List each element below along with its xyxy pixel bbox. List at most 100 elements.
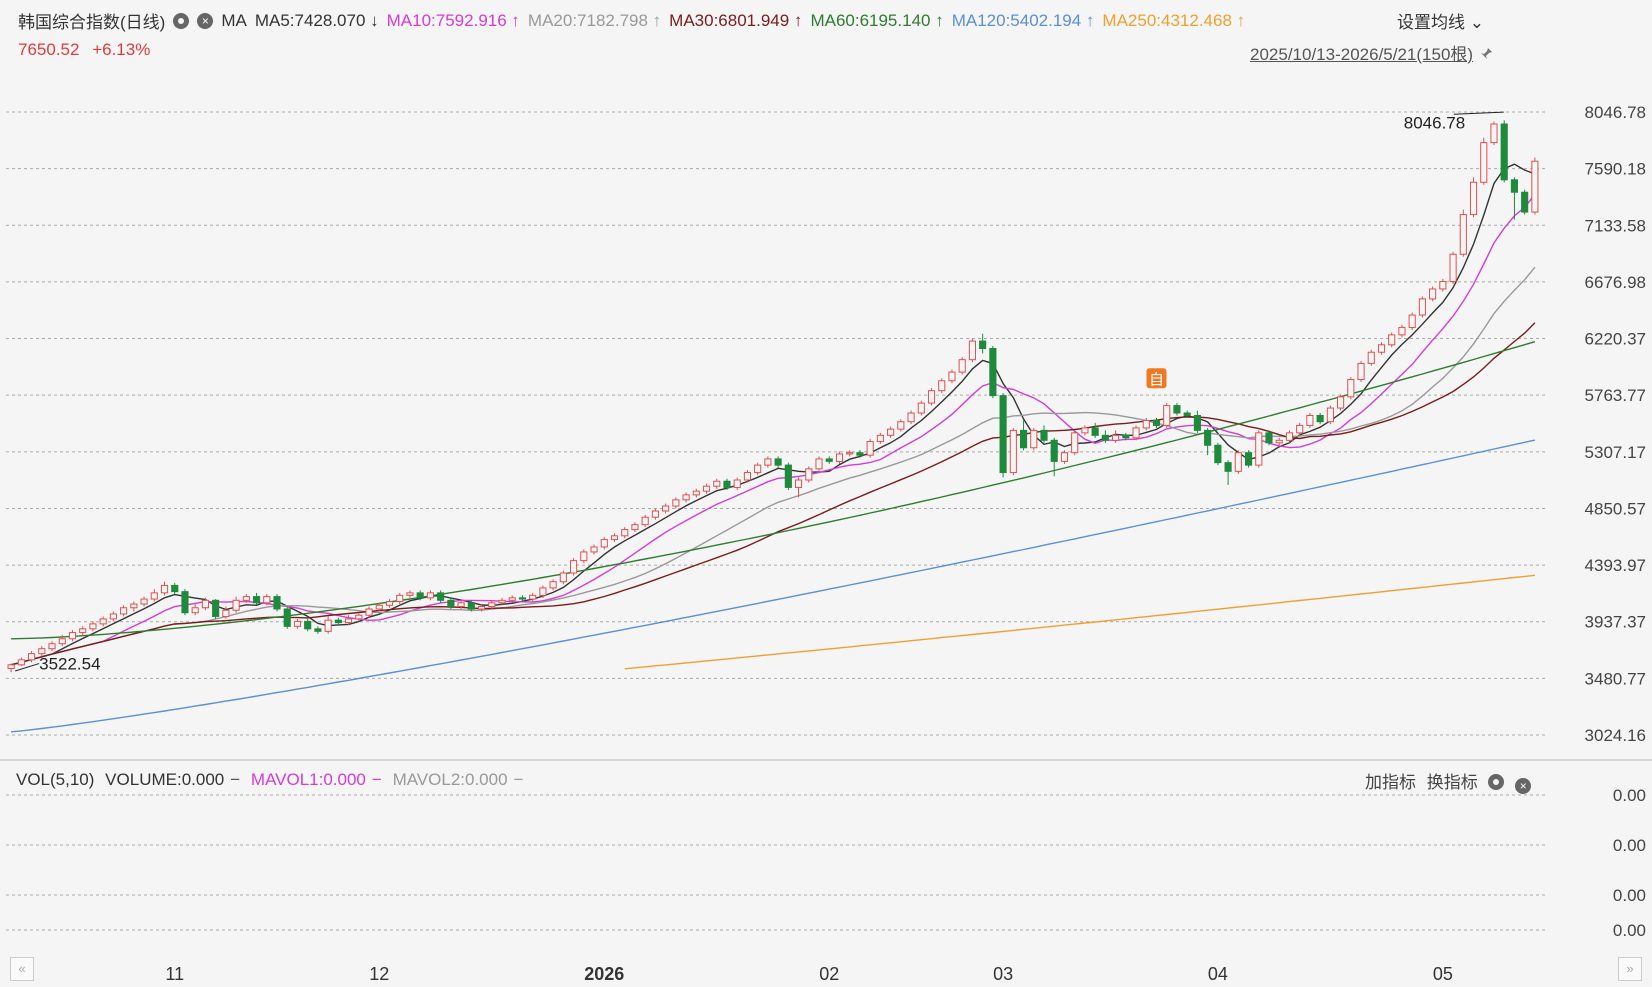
candle-body <box>1152 419 1161 426</box>
y-tick-label: 5763.77 <box>1585 386 1646 405</box>
mavol1-value: MAVOL1:0.000 <box>250 770 366 789</box>
gear-icon[interactable] <box>173 12 190 29</box>
ma-item-6: MA250:4312.468 ↑ <box>1102 10 1246 30</box>
candle-body <box>1244 452 1253 466</box>
candle-body <box>733 479 741 488</box>
candle-body <box>539 587 547 596</box>
gear-icon[interactable] <box>1488 774 1505 790</box>
candle-body <box>212 599 220 617</box>
volume-header: VOL(5,10) VOLUME:0.000− MAVOL1:0.000− MA… <box>16 770 529 790</box>
close-icon[interactable]: × <box>1515 778 1532 794</box>
candle-body <box>743 472 752 481</box>
candle-body <box>1019 429 1028 449</box>
ma-item-1: MA10:7592.916 ↑ <box>386 10 520 30</box>
candle-body <box>477 606 486 610</box>
candle-body <box>999 395 1007 474</box>
vol-tick-label: 0.00 <box>1613 886 1646 905</box>
candle-body <box>1214 444 1222 464</box>
candle-body <box>283 608 291 627</box>
candle-body <box>396 594 404 603</box>
candle-body <box>1408 314 1416 328</box>
close-icon[interactable]: × <box>197 12 214 29</box>
candle-body <box>702 485 711 492</box>
volume-title: VOL(5,10) <box>16 770 95 789</box>
candle-body <box>1091 427 1099 436</box>
candle-body <box>631 524 639 531</box>
ma-line-ma250 <box>624 574 1535 670</box>
candle-body <box>375 604 383 610</box>
candle-body <box>160 584 169 594</box>
candle-body <box>68 632 77 640</box>
candle-body <box>846 452 854 455</box>
candle-body <box>89 623 97 630</box>
candle-body <box>488 602 496 608</box>
ma-item-2: MA20:7182.798 ↑ <box>527 10 662 30</box>
candle-body <box>968 340 976 361</box>
y-tick-label: 3024.16 <box>1585 726 1646 745</box>
candle-body <box>222 609 230 617</box>
x-tick-label: 11 <box>165 964 184 984</box>
candle-body <box>1009 429 1017 474</box>
candle-body <box>171 584 179 593</box>
candle-body <box>447 599 455 608</box>
candle-body <box>1326 407 1334 423</box>
candle-body <box>457 602 465 608</box>
high-arrow <box>1453 111 1504 115</box>
candle-body <box>1163 405 1171 426</box>
candle-body <box>1367 351 1375 364</box>
candle-body <box>365 608 373 616</box>
candle-body <box>1234 452 1242 472</box>
x-tick-label: 12 <box>369 964 389 984</box>
x-tick-label: 05 <box>1433 964 1453 984</box>
candle-body <box>1183 412 1191 416</box>
self-marker-badge <box>1146 368 1167 389</box>
candle-body <box>1112 434 1120 441</box>
candle-body <box>754 464 762 474</box>
candle-body <box>938 380 946 392</box>
candle-body <box>876 434 884 443</box>
vol-tick-label: 0.00 <box>1613 836 1646 855</box>
pin-icon[interactable] <box>1479 47 1493 61</box>
candle-body <box>140 598 148 605</box>
switch-indicator-button[interactable]: 换指标 <box>1426 773 1478 792</box>
candle-body <box>1521 191 1529 213</box>
scroll-left-button[interactable]: « <box>10 957 34 981</box>
candle-body <box>1071 432 1079 454</box>
add-indicator-button[interactable]: 加指标 <box>1365 773 1416 792</box>
chart-title: 韩国综合指数(日线) <box>18 13 166 32</box>
candle-body <box>805 468 813 481</box>
indicator-controls: 加指标 换指标 × <box>1365 768 1537 794</box>
candle-body <box>948 371 956 382</box>
candle-body <box>334 619 342 624</box>
candle-body <box>304 620 312 630</box>
candle-body <box>958 359 966 373</box>
candle-body <box>590 546 598 553</box>
candle-body <box>273 596 281 610</box>
candle-body <box>252 596 261 604</box>
price-axis: 8046.78 7590.18 7133.58 6676.98 6220.37 5763.… <box>1585 103 1646 745</box>
candle-body <box>835 453 844 462</box>
candle-body <box>1337 396 1345 409</box>
candle-body <box>784 464 792 488</box>
ma-settings-button[interactable]: 设置均线 ⌄ <box>1397 8 1484 33</box>
candle-body <box>242 596 250 601</box>
price-summary: 7650.52 +6.13% <box>18 40 158 60</box>
price-grid <box>0 111 1652 761</box>
scroll-right-button[interactable]: » <box>1618 957 1642 981</box>
candle-body <box>1439 281 1447 290</box>
candle-body <box>794 479 803 488</box>
candle-body <box>856 452 864 456</box>
candle-body <box>191 607 199 614</box>
candle-body <box>1030 429 1038 449</box>
candle-body <box>1204 429 1212 446</box>
candle-body <box>1429 288 1437 300</box>
ma-item-4: MA60:6195.140 ↑ <box>810 10 944 30</box>
mavol2-value: MAVOL2:0.000 <box>392 770 508 789</box>
candle-body <box>1377 344 1386 353</box>
candle-body <box>437 592 445 601</box>
candle-body <box>1060 452 1069 462</box>
x-tick-label: 02 <box>819 964 839 984</box>
ma-values: MA5:7428.070 ↓ MA10:7592.916 ↑ MA20:7182.7… <box>255 11 1253 31</box>
date-range[interactable]: 2025/10/13-2026/5/21(150根) <box>1250 40 1493 65</box>
